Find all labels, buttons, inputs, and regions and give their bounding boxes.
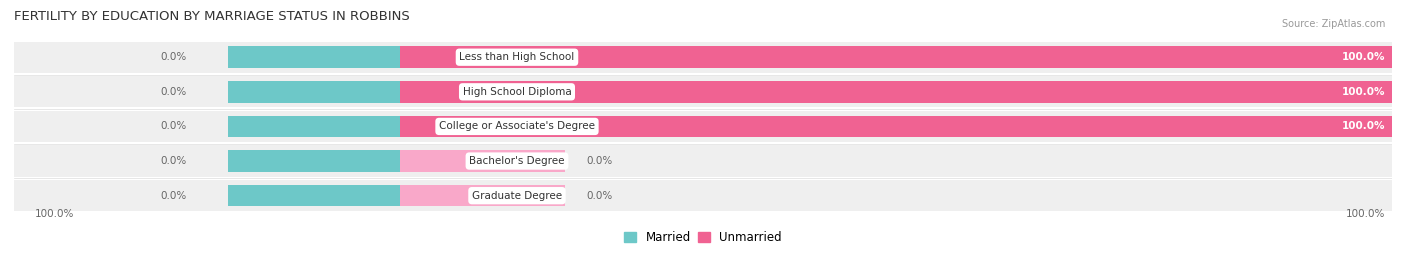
Text: High School Diploma: High School Diploma	[463, 87, 571, 97]
Bar	[399, 47, 1392, 68]
Text: 100.0%: 100.0%	[1341, 52, 1385, 62]
Bar	[228, 116, 399, 137]
Bar	[399, 81, 1392, 102]
Text: Graduate Degree: Graduate Degree	[472, 191, 562, 201]
Text: 100.0%: 100.0%	[1341, 87, 1385, 97]
Bar	[228, 185, 399, 206]
Text: Less than High School: Less than High School	[460, 52, 575, 62]
Text: 0.0%: 0.0%	[160, 52, 186, 62]
Bar	[228, 47, 399, 68]
Text: 0.0%: 0.0%	[586, 191, 612, 201]
Text: College or Associate's Degree: College or Associate's Degree	[439, 121, 595, 132]
Bar	[399, 150, 565, 172]
Text: Bachelor's Degree: Bachelor's Degree	[470, 156, 565, 166]
Text: 0.0%: 0.0%	[160, 121, 186, 132]
Text: 100.0%: 100.0%	[35, 209, 75, 219]
Text: 100.0%: 100.0%	[1346, 209, 1385, 219]
Bar	[399, 116, 1392, 137]
Bar	[228, 81, 399, 102]
Text: 0.0%: 0.0%	[586, 156, 612, 166]
Bar	[14, 180, 1392, 211]
Legend: Married, Unmarried: Married, Unmarried	[620, 226, 786, 249]
Text: 0.0%: 0.0%	[160, 191, 186, 201]
Text: 100.0%: 100.0%	[1341, 121, 1385, 132]
Text: FERTILITY BY EDUCATION BY MARRIAGE STATUS IN ROBBINS: FERTILITY BY EDUCATION BY MARRIAGE STATU…	[14, 10, 409, 23]
Text: 0.0%: 0.0%	[160, 156, 186, 166]
Bar	[14, 76, 1392, 107]
Bar	[14, 111, 1392, 142]
Bar	[228, 150, 399, 172]
Bar	[14, 146, 1392, 177]
Text: Source: ZipAtlas.com: Source: ZipAtlas.com	[1281, 19, 1385, 29]
Bar	[399, 185, 565, 206]
Bar	[14, 42, 1392, 73]
Text: 0.0%: 0.0%	[160, 87, 186, 97]
